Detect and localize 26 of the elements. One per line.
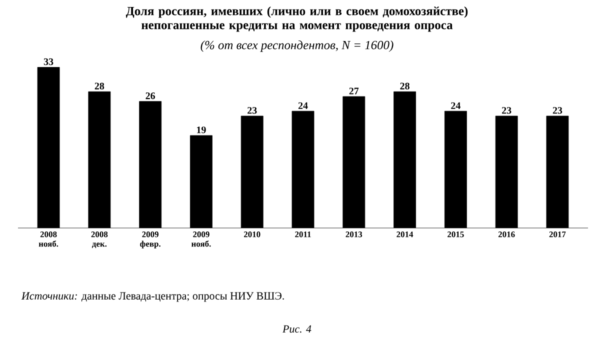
data-label: 23 (502, 107, 512, 114)
data-label: 26 (146, 92, 156, 100)
chart-title: Доля россиян, имевших (лично или в своем домохозяйстве) непогашенные кредиты на момент проведения опроса (126, 6, 468, 32)
data-label: 24 (451, 102, 460, 109)
data-label: 23 (248, 107, 257, 114)
x-tick-label: 2009 февр. (140, 232, 160, 248)
x-tick-label: 2010 (244, 232, 260, 238)
x-tick-label: 2011 (295, 232, 311, 238)
x-tick-label: 2009 нояб. (191, 232, 211, 247)
x-tick-label: 2008 дек. (91, 232, 108, 248)
x-tick-label: 2014 (396, 232, 414, 238)
data-label: 33 (44, 58, 54, 66)
text: Источники: данные Левада-центра; опросы НИУ ВШЭ. (21, 292, 284, 302)
data-label: 27 (349, 88, 359, 94)
text: Рис. 4 (282, 325, 312, 333)
x-tick-label: 2017 (549, 232, 566, 238)
x-tick-label: 2013 (346, 232, 362, 238)
data-label: 28 (400, 82, 410, 90)
chart-subtitle: (% от всех респондентов, N = 1600) (200, 40, 394, 52)
data-label: 24 (298, 102, 308, 109)
x-tick-label: 2015 (448, 232, 464, 238)
x-tick-label: 2016 (498, 232, 515, 238)
data-label: 23 (552, 107, 562, 114)
data-label: 19 (197, 126, 206, 134)
data-label: 28 (94, 82, 104, 90)
x-tick-label: 2008 нояб. (38, 232, 58, 247)
